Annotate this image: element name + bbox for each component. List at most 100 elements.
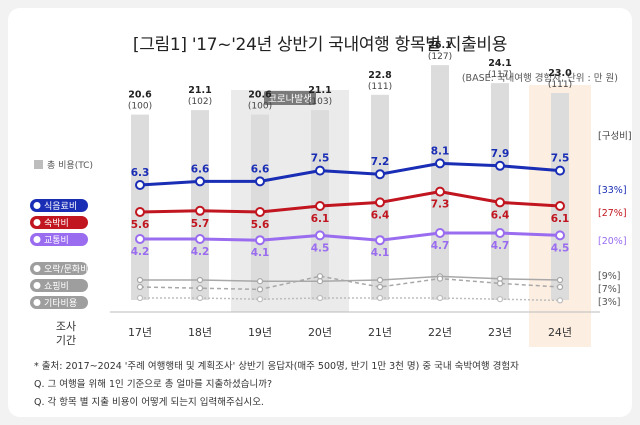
- data-point-food: [375, 169, 385, 180]
- series-line-transport: [140, 231, 561, 242]
- data-label-food: 7.5: [311, 153, 330, 165]
- data-label-lodging: 6.1: [551, 213, 570, 225]
- total-value-label: 24.1: [488, 58, 511, 69]
- total-value-label: 20.6: [248, 90, 272, 101]
- data-point-shopping: [256, 286, 264, 293]
- series-line-food: [139, 161, 561, 187]
- data-label-lodging: 6.4: [371, 209, 390, 221]
- data-point-food: [195, 176, 205, 187]
- legend-label-shopping: 쇼핑비: [44, 281, 69, 292]
- data-label-transport: 4.1: [371, 247, 390, 259]
- data-point-other: [136, 294, 144, 302]
- total-value-label: 21.1: [308, 85, 331, 96]
- data-point-entertainment: [556, 276, 564, 284]
- total-value-label: 21.1: [188, 85, 211, 96]
- total-index-label: (103): [308, 97, 332, 107]
- footnote-source: * 출처: 2017~2024 '주례 여행행태 및 계획조사' 상반기 응답자…: [34, 361, 519, 372]
- data-label-food: 7.5: [551, 153, 570, 165]
- data-point-food: [255, 176, 265, 187]
- legend-label-other: 기타비용: [44, 298, 77, 309]
- total-bar: [551, 93, 569, 300]
- data-point-transport: [555, 230, 565, 241]
- data-point-transport: [255, 235, 265, 246]
- data-label-lodging: 6.4: [491, 209, 510, 221]
- data-point-shopping: [436, 275, 444, 282]
- data-label-transport: 4.5: [311, 242, 330, 254]
- data-point-entertainment: [256, 278, 264, 285]
- total-index-label: (111): [548, 80, 572, 90]
- data-label-lodging: 5.7: [191, 218, 210, 230]
- data-point-entertainment: [136, 276, 144, 284]
- data-point-shopping: [496, 280, 504, 287]
- x-tick-label: 20년: [308, 326, 332, 339]
- total-value-label: 22.8: [368, 70, 392, 81]
- data-point-lodging: [255, 207, 265, 217]
- footnote-question-1: Q. 그 여행을 위해 1인 기준으로 총 얼마를 지출하셨습니까?: [34, 379, 273, 390]
- legend-pill-lodging: [30, 216, 88, 229]
- data-point-entertainment: [196, 276, 204, 284]
- data-point-shopping: [556, 283, 564, 291]
- data-point-shopping: [316, 273, 324, 280]
- data-point-food: [315, 165, 325, 176]
- data-point-lodging: [195, 205, 205, 216]
- unit-note: (BASE: 국내여행 경험자, 단위 : 만 원): [461, 73, 618, 84]
- data-point-other: [436, 294, 444, 302]
- data-point-other: [496, 296, 504, 303]
- data-label-lodging: 7.3: [431, 199, 450, 211]
- data-point-food: [135, 180, 145, 190]
- data-label-food: 7.2: [371, 156, 390, 168]
- data-label-food: 8.1: [431, 145, 450, 157]
- covid-band: [231, 90, 349, 312]
- x-axis-label-2: 기간: [56, 334, 76, 347]
- series-line-entertainment: [140, 275, 561, 282]
- legend-dot-shopping: [33, 282, 41, 289]
- data-point-other: [556, 297, 564, 304]
- data-point-lodging: [495, 197, 505, 208]
- data-label-transport: 4.5: [551, 242, 570, 254]
- data-point-transport: [315, 230, 325, 241]
- footnotes: * 출처: 2017~2024 '주례 여행행태 및 계획조사' 상반기 응답자…: [34, 358, 519, 412]
- legend-label-lodging: 숙박비: [44, 218, 69, 229]
- data-point-food: [555, 165, 565, 176]
- legend-dot-transport: [33, 236, 41, 243]
- covid-label: 코로나발생: [268, 94, 312, 105]
- data-label-lodging: 5.6: [131, 219, 150, 231]
- total-legend-swatch: [34, 160, 43, 169]
- total-value-label: 26.1: [428, 40, 451, 51]
- legend-pill-entertainment: [30, 262, 88, 275]
- data-point-entertainment: [316, 278, 324, 285]
- legend-dot-lodging: [33, 219, 41, 226]
- share-label-food: [33%]: [598, 185, 627, 196]
- data-point-lodging: [315, 201, 325, 211]
- x-tick-label: 18년: [188, 326, 212, 339]
- total-bar: [191, 110, 209, 300]
- x-axis-label-1: 조사: [56, 320, 76, 333]
- total-value-label: 23.0: [548, 68, 572, 79]
- share-label-transport: [20%]: [598, 236, 627, 247]
- total-index-label: (100): [128, 102, 152, 112]
- data-point-shopping: [136, 283, 144, 291]
- legend-dot-other: [33, 299, 41, 306]
- series-line-shopping: [139, 275, 561, 291]
- composition-header: [구성비]: [598, 131, 632, 142]
- data-label-food: 6.3: [131, 167, 150, 179]
- data-point-lodging: [555, 201, 565, 211]
- data-point-transport: [495, 228, 505, 238]
- covid-label-box: [264, 91, 316, 105]
- footnote-question-2: Q. 각 항목 별 지출 비용이 어떻게 되는지 입력해주십시오.: [34, 397, 264, 408]
- legend-pill-shopping: [30, 279, 88, 292]
- data-point-shopping: [196, 285, 204, 292]
- data-point-transport: [135, 234, 145, 244]
- total-index-label: (127): [428, 52, 452, 62]
- legend-pill-transport: [30, 233, 88, 246]
- x-tick-label: 22년: [428, 326, 452, 339]
- data-label-transport: 4.7: [431, 240, 450, 252]
- data-point-shopping: [376, 283, 384, 291]
- data-label-transport: 4.2: [191, 246, 210, 258]
- x-tick-label: 19년: [248, 326, 272, 339]
- total-index-label: (102): [188, 97, 212, 107]
- share-label-entertainment: [9%]: [598, 271, 620, 282]
- x-tick-label: 17년: [128, 326, 152, 339]
- legend-dot-food: [33, 202, 41, 209]
